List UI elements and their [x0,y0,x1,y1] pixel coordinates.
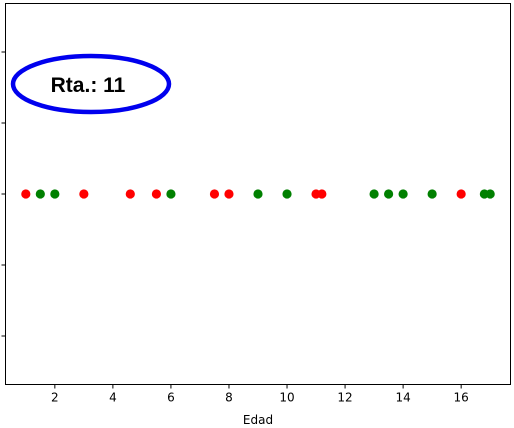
data-points [21,189,495,199]
x-axis-label: Edad [243,413,273,427]
answer-callout: Rta.: 11 [10,53,172,115]
x-tick-label: 2 [51,391,59,405]
green-data-point [166,189,176,199]
x-tick-label: 10 [279,391,294,405]
red-data-point [224,189,234,199]
green-data-point [384,189,394,199]
red-data-point [317,189,327,199]
y-axis-ticks [1,51,6,337]
callout-text: Rta.: 11 [51,74,126,97]
x-tick-label: 14 [395,391,410,405]
green-data-point [427,189,437,199]
x-axis-ticks: 2 4 6 8 10 12 14 16 [51,384,469,405]
green-data-point [50,189,60,199]
red-data-point [125,189,135,199]
green-data-point [398,189,408,199]
callout-ellipse [10,53,172,115]
red-data-point [21,189,31,199]
green-data-point [369,189,379,199]
red-data-point [151,189,162,199]
x-tick-label: 4 [109,391,117,405]
x-tick-label: 6 [167,391,175,405]
x-tick-label: 8 [225,391,233,405]
x-tick-label: 16 [454,391,469,405]
red-data-point [79,189,89,199]
red-data-point [209,189,220,199]
green-data-point [282,189,292,199]
green-data-point [35,189,45,199]
x-tick-label: 12 [337,391,352,405]
red-data-point [456,189,466,199]
green-data-point [253,189,263,199]
green-data-point [485,189,495,199]
